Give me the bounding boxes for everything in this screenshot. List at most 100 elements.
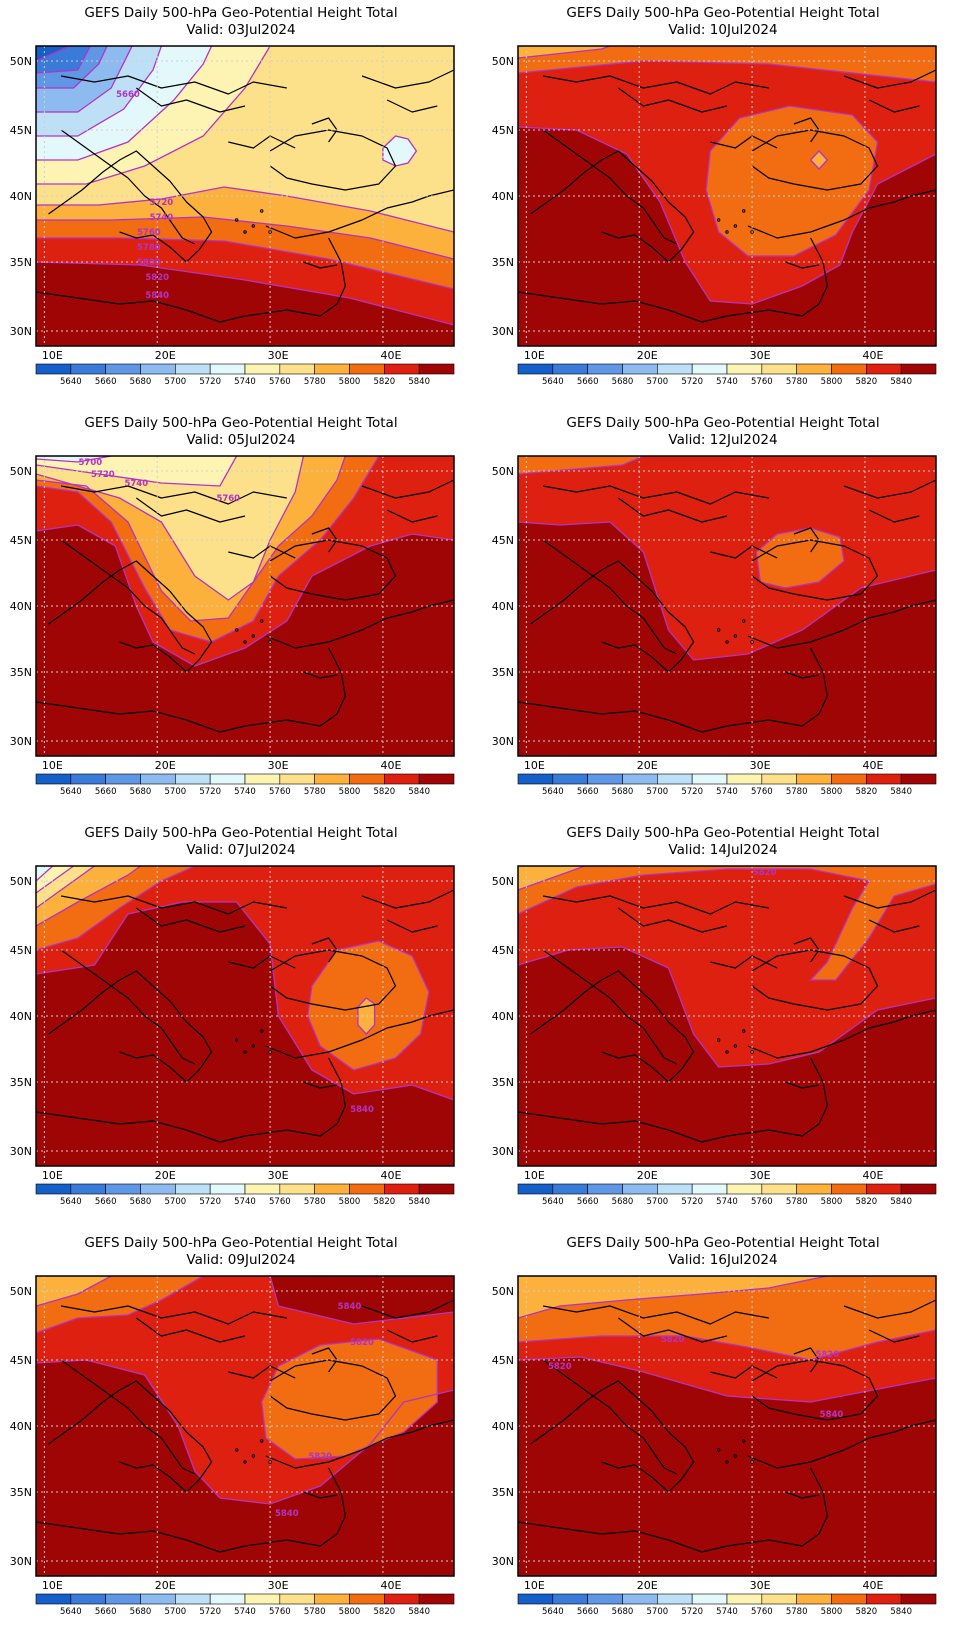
contour-label: 5820 xyxy=(350,1338,374,1348)
colorbar-label: 5680 xyxy=(130,1607,152,1617)
colorbar-swatch xyxy=(622,773,658,785)
island xyxy=(234,218,239,222)
lat-tick-label: 30N xyxy=(492,1145,514,1158)
map-panel-07jul: GEFS Daily 500-hPa Geo-Potential Height … xyxy=(0,820,482,1230)
island xyxy=(251,634,256,638)
coastline xyxy=(228,1365,296,1379)
island xyxy=(716,218,721,222)
colorbar-swatch xyxy=(726,363,763,375)
height-contour xyxy=(36,1276,204,1334)
panel-valid-date: Valid: 10Jul2024 xyxy=(668,22,778,38)
height-contour xyxy=(36,524,454,667)
colorbar-label: 5820 xyxy=(856,1197,878,1207)
coastline xyxy=(751,539,879,601)
coastline xyxy=(710,545,778,559)
coastline xyxy=(60,539,196,655)
coastline xyxy=(542,485,769,505)
colorbar-label: 5760 xyxy=(269,377,291,387)
panel-valid-date: Valid: 14Jul2024 xyxy=(668,842,778,858)
colorbar-swatch xyxy=(552,1183,588,1195)
colorbar-swatch xyxy=(279,363,315,375)
colorbar-label: 5680 xyxy=(130,787,152,797)
colorbar-swatch xyxy=(761,1593,797,1605)
lon-tick-label: 10E xyxy=(524,1169,545,1182)
height-contour xyxy=(518,1356,936,1403)
lat-tick-label: 50N xyxy=(10,875,32,888)
colorbar-label: 5640 xyxy=(542,1197,564,1207)
map-frame xyxy=(517,45,937,347)
lat-tick-label: 35N xyxy=(492,256,514,269)
colorbar-label: 5840 xyxy=(890,787,912,797)
colorbar-swatch xyxy=(314,773,350,785)
island xyxy=(750,230,754,234)
colorbar-swatch xyxy=(552,773,588,785)
lat-tick-label: 35N xyxy=(10,1486,32,1499)
height-contour xyxy=(357,997,376,1035)
colorbar-swatch xyxy=(796,1593,832,1605)
colorbar-label: 5640 xyxy=(542,787,564,797)
colorbar-swatch xyxy=(349,1593,385,1605)
colorbar-label: 5840 xyxy=(408,1197,430,1207)
colorbar-swatch xyxy=(279,773,315,785)
lat-tick-label: 30N xyxy=(492,735,514,748)
colorbar-swatch xyxy=(349,1183,385,1195)
lat-tick-label: 35N xyxy=(10,256,32,269)
coastline xyxy=(361,1299,454,1319)
colorbar: 5640 5660 5680 5700 5720 5740 5760 5780 5800 5820… xyxy=(35,773,455,797)
coastline xyxy=(48,970,213,1083)
height-band xyxy=(518,456,644,474)
colorbar-label: 5800 xyxy=(821,1197,843,1207)
island xyxy=(725,1460,729,1464)
island xyxy=(268,1050,272,1054)
contour-label: 5760 xyxy=(137,228,161,238)
colorbar-swatch xyxy=(622,363,658,375)
colorbar-swatch xyxy=(209,1593,246,1605)
coastline xyxy=(60,895,287,915)
colorbar-swatch xyxy=(70,1593,106,1605)
colorbar-label: 5640 xyxy=(60,1607,82,1617)
coastline xyxy=(60,75,287,95)
colorbar-swatch xyxy=(726,773,763,785)
colorbar-label: 5640 xyxy=(542,377,564,387)
contour-label: 5760 xyxy=(216,494,240,504)
colorbar: 5640 5660 5680 5700 5720 5740 5760 5780 5800 5820… xyxy=(35,1183,455,1207)
colorbar-swatch xyxy=(35,1183,72,1195)
colorbar-label: 5720 xyxy=(199,1197,221,1207)
colorbar-swatch xyxy=(657,363,693,375)
colorbar-swatch xyxy=(866,773,902,785)
contour-label: 5780 xyxy=(137,243,161,253)
colorbar-swatch xyxy=(691,773,728,785)
coastline xyxy=(303,1081,338,1089)
island xyxy=(716,1448,721,1452)
lat-tick-label: 45N xyxy=(492,124,514,137)
panel-valid-date: Valid: 09Jul2024 xyxy=(186,1252,296,1268)
lon-tick-label: 20E xyxy=(155,349,176,362)
colorbar-label: 5760 xyxy=(751,1607,773,1617)
colorbar-label: 5740 xyxy=(716,787,738,797)
coastline xyxy=(542,1359,678,1475)
height-contour xyxy=(518,946,936,1068)
colorbar-swatch xyxy=(517,1593,554,1605)
coastline xyxy=(269,949,397,1011)
height-contour xyxy=(36,46,108,89)
island xyxy=(716,628,721,632)
colorbar-label: 5760 xyxy=(751,1197,773,1207)
coastline xyxy=(518,237,828,323)
coastline xyxy=(747,189,936,239)
coastline xyxy=(793,937,820,963)
colorbar-label: 5680 xyxy=(612,787,634,797)
island xyxy=(234,1038,239,1042)
coastline xyxy=(386,1329,438,1343)
colorbar-swatch xyxy=(349,773,385,785)
coastline xyxy=(793,527,820,553)
panel-valid-date: Valid: 16Jul2024 xyxy=(668,1252,778,1268)
height-contour xyxy=(518,46,611,59)
colorbar-swatch xyxy=(796,363,832,375)
colorbar-swatch xyxy=(209,773,246,785)
island xyxy=(750,640,754,644)
lat-tick-label: 50N xyxy=(10,1285,32,1298)
colorbar-swatch xyxy=(517,363,554,375)
colorbar-swatch xyxy=(418,1593,455,1605)
